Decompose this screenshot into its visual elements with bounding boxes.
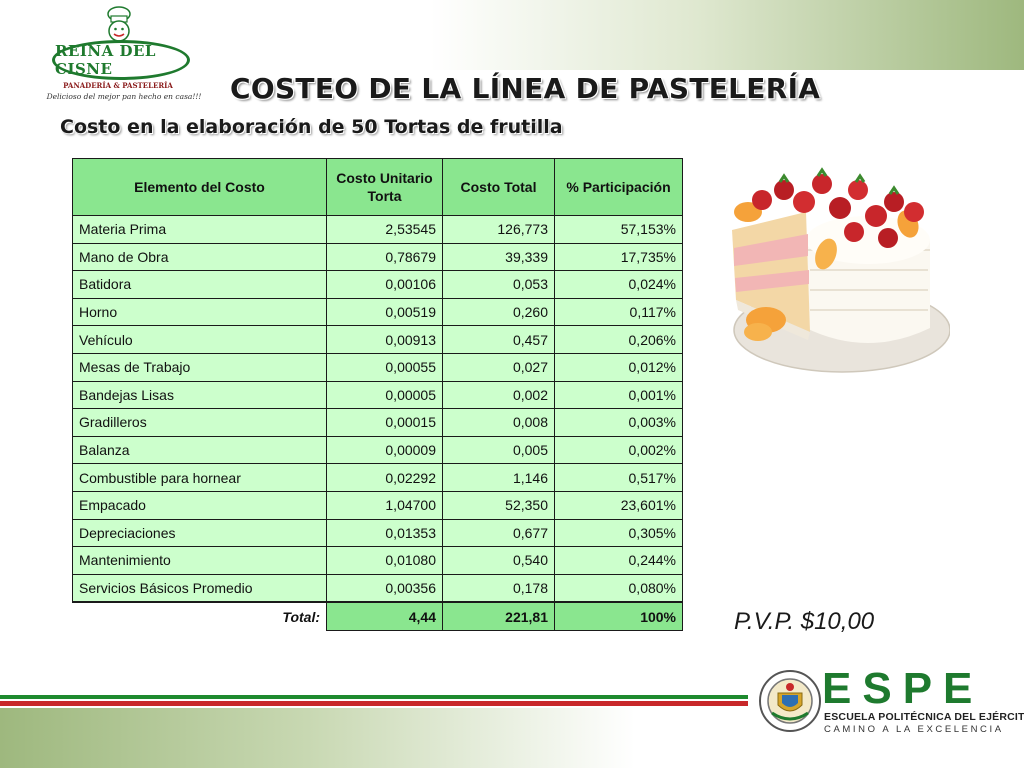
- espe-logo: ESPE ESCUELA POLITÉCNICA DEL EJÉRCITO CA…: [752, 664, 1024, 741]
- cell-element: Combustible para hornear: [72, 463, 327, 492]
- cell-total: 52,350: [442, 490, 555, 520]
- cell-element: Depreciaciones: [72, 518, 327, 548]
- table-row: Horno 0,00519 0,260 0,117%: [72, 297, 683, 327]
- cell-total: 0,002: [442, 380, 555, 410]
- total-cost: 221,81: [442, 601, 555, 632]
- cell-pct: 0,012%: [554, 352, 683, 382]
- cell-total: 0,260: [442, 297, 555, 327]
- cell-pct: 0,206%: [554, 325, 683, 354]
- table-row: Balanza 0,00009 0,005 0,002%: [72, 435, 683, 465]
- cell-pct: 17,735%: [554, 242, 683, 272]
- cell-element: Vehículo: [72, 325, 327, 354]
- cell-unit: 0,00913: [326, 325, 443, 354]
- cell-pct: 0,024%: [554, 270, 683, 299]
- cell-unit: 0,00015: [326, 408, 443, 437]
- cell-element: Balanza: [72, 435, 327, 465]
- cell-total: 0,005: [442, 435, 555, 465]
- cell-unit: 0,01353: [326, 518, 443, 548]
- pvp-price: P.V.P. $10,00: [734, 608, 875, 635]
- cell-pct: 0,002%: [554, 435, 683, 465]
- cell-unit: 0,00055: [326, 352, 443, 382]
- table-row: Depreciaciones 0,01353 0,677 0,305%: [72, 518, 683, 548]
- table-header-row: Elemento del Costo Costo Unitario Torta …: [72, 158, 683, 216]
- cell-unit: 0,01080: [326, 546, 443, 575]
- header-unit-cost: Costo Unitario Torta: [326, 158, 443, 216]
- total-unit: 4,44: [326, 601, 443, 632]
- cell-total: 0,027: [442, 352, 555, 382]
- total-pct: 100%: [554, 601, 683, 632]
- logo-oval: REINA DEL CISNE: [52, 40, 190, 80]
- cell-pct: 0,517%: [554, 463, 683, 492]
- cell-unit: 0,00519: [326, 297, 443, 327]
- cell-unit: 0,00356: [326, 573, 443, 603]
- logo-subtitle: PANADERÍA & PASTELERÍA: [63, 81, 173, 90]
- table-row: Mano de Obra 0,78679 39,339 17,735%: [72, 242, 683, 272]
- red-stripe: [0, 701, 748, 706]
- logo-name: REINA DEL CISNE: [55, 42, 156, 78]
- table-row: Vehículo 0,00913 0,457 0,206%: [72, 325, 683, 354]
- cell-pct: 57,153%: [554, 215, 683, 244]
- header-total-cost: Costo Total: [442, 158, 555, 216]
- espe-seal-icon: [759, 670, 821, 732]
- cell-element: Mantenimiento: [72, 546, 327, 575]
- cell-total: 0,178: [442, 573, 555, 603]
- cell-unit: 2,53545: [326, 215, 443, 244]
- cell-pct: 0,080%: [554, 573, 683, 603]
- cost-table: Elemento del Costo Costo Unitario Torta …: [72, 158, 683, 632]
- table-row: Empacado 1,04700 52,350 23,601%: [72, 490, 683, 520]
- cell-element: Empacado: [72, 490, 327, 520]
- cell-total: 0,457: [442, 325, 555, 354]
- green-stripe: [0, 695, 748, 699]
- strawberry-cake-image: [732, 167, 950, 373]
- espe-letters: ESPE: [822, 664, 984, 713]
- cell-total: 0,053: [442, 270, 555, 299]
- cell-unit: 1,04700: [326, 490, 443, 520]
- slide-subtitle: Costo en la elaboración de 50 Tortas de …: [60, 116, 563, 138]
- chef-icon: [107, 6, 131, 42]
- table-row: Materia Prima 2,53545 126,773 57,153%: [72, 215, 683, 244]
- cell-pct: 0,244%: [554, 546, 683, 575]
- espe-name: ESCUELA POLITÉCNICA DEL EJÉRCITO: [824, 711, 1024, 723]
- cell-unit: 0,00009: [326, 435, 443, 465]
- table-row: Mantenimiento 0,01080 0,540 0,244%: [72, 546, 683, 575]
- cell-unit: 0,78679: [326, 242, 443, 272]
- header-element: Elemento del Costo: [72, 158, 327, 216]
- cell-element: Mesas de Trabajo: [72, 352, 327, 382]
- cell-pct: 0,001%: [554, 380, 683, 410]
- cell-total: 39,339: [442, 242, 555, 272]
- espe-motto: CAMINO A LA EXCELENCIA: [824, 724, 1004, 735]
- table-row: Bandejas Lisas 0,00005 0,002 0,001%: [72, 380, 683, 410]
- cell-total: 1,146: [442, 463, 555, 492]
- cell-pct: 0,305%: [554, 518, 683, 548]
- cell-total: 126,773: [442, 215, 555, 244]
- cell-total: 0,540: [442, 546, 555, 575]
- cell-element: Servicios Básicos Promedio: [72, 573, 327, 603]
- table-row: Mesas de Trabajo 0,00055 0,027 0,012%: [72, 352, 683, 382]
- cell-element: Gradilleros: [72, 408, 327, 437]
- cell-unit: 0,00106: [326, 270, 443, 299]
- cell-pct: 0,003%: [554, 408, 683, 437]
- logo-slogan: Delicioso del mejor pan hecho en casa!!!: [46, 92, 202, 101]
- cell-total: 0,008: [442, 408, 555, 437]
- table-row: Batidora 0,00106 0,053 0,024%: [72, 270, 683, 299]
- table-row: Gradilleros 0,00015 0,008 0,003%: [72, 408, 683, 437]
- cell-pct: 23,601%: [554, 490, 683, 520]
- cell-unit: 0,00005: [326, 380, 443, 410]
- cell-pct: 0,117%: [554, 297, 683, 327]
- header-participation: % Participación: [554, 158, 683, 216]
- slide-title: COSTEO DE LA LÍNEA DE PASTELERÍA: [230, 72, 821, 105]
- table-row: Servicios Básicos Promedio 0,00356 0,178 0,…: [72, 573, 683, 603]
- cell-total: 0,677: [442, 518, 555, 548]
- table-total-row: Total: 4,44 221,81 100%: [72, 601, 683, 632]
- cell-unit: 0,02292: [326, 463, 443, 492]
- reina-del-cisne-logo: REINA DEL CISNE PANADERÍA & PASTELERÍA D…: [42, 4, 201, 102]
- cell-element: Materia Prima: [72, 215, 327, 244]
- cell-element: Batidora: [72, 270, 327, 299]
- table-row: Combustible para hornear 0,02292 1,146 0,51…: [72, 463, 683, 492]
- cell-element: Mano de Obra: [72, 242, 327, 272]
- footer-stripes: [0, 695, 748, 707]
- total-label: Total:: [72, 601, 327, 631]
- cell-element: Horno: [72, 297, 327, 327]
- cell-element: Bandejas Lisas: [72, 380, 327, 410]
